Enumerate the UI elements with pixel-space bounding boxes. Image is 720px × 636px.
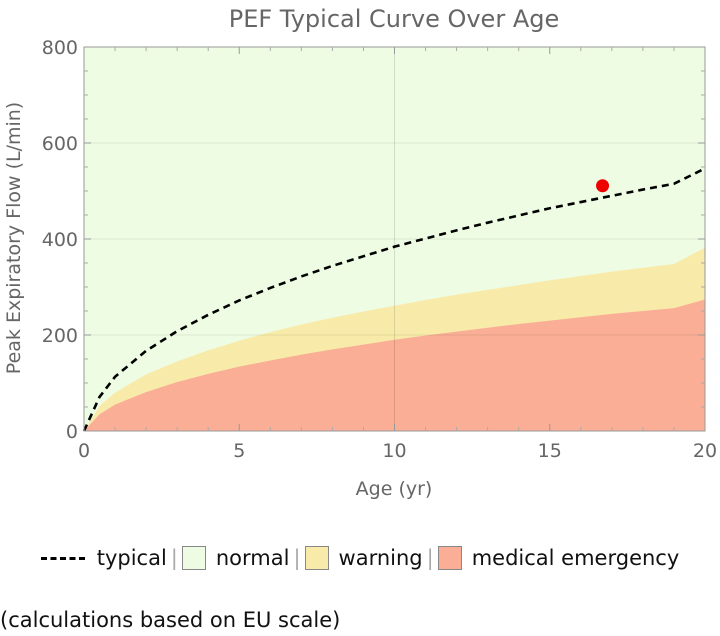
legend-item-warning: warning [304,546,423,570]
legend-item-typical: typical [40,546,167,570]
legend-separator: | [293,546,301,570]
legend-swatch-warning [304,546,329,570]
x-tick-label: 5 [233,440,245,462]
legend-label-emergency: medical emergency [471,546,680,570]
typical-curve-line [82,167,706,432]
x-tick-label: 0 [78,440,90,462]
legend-separator: | [170,546,178,570]
x-axis-label: Age (yr) [356,478,433,500]
pef-chart: PEF Typical Curve Over Age 0 5 10 15 2002004… [3,5,717,500]
y-tick-label: 200 [42,325,78,347]
emergency-zone-area [84,299,705,431]
chart-legend: typical | normal | warning | medical eme… [0,542,720,574]
legend-separator: | [426,546,434,570]
legend-label-warning: warning [338,546,423,570]
legend-label-typical: typical [96,546,167,570]
current-value-point [596,179,610,193]
y-tick-label: 600 [42,133,78,155]
footnote: (calculations based on EU scale) [0,608,341,632]
y-tick-label: 400 [42,229,78,251]
legend-item-emergency: medical emergency [437,546,680,570]
legend-swatch-normal [181,546,206,570]
y-axis-label: Peak Expiratory Flow (L/min) [3,102,25,374]
legend-swatch-typical [40,556,85,560]
x-tick-label: 10 [382,440,406,462]
x-tick-label: 15 [538,440,562,462]
y-tick-label: 0 [66,421,78,443]
legend-label-normal: normal [215,546,290,570]
x-tick-label: 20 [693,440,717,462]
y-tick-label: 800 [42,37,78,59]
legend-swatch-emergency [437,546,462,570]
legend-item-normal: normal [181,546,290,570]
chart-title: PEF Typical Curve Over Age [229,5,560,33]
